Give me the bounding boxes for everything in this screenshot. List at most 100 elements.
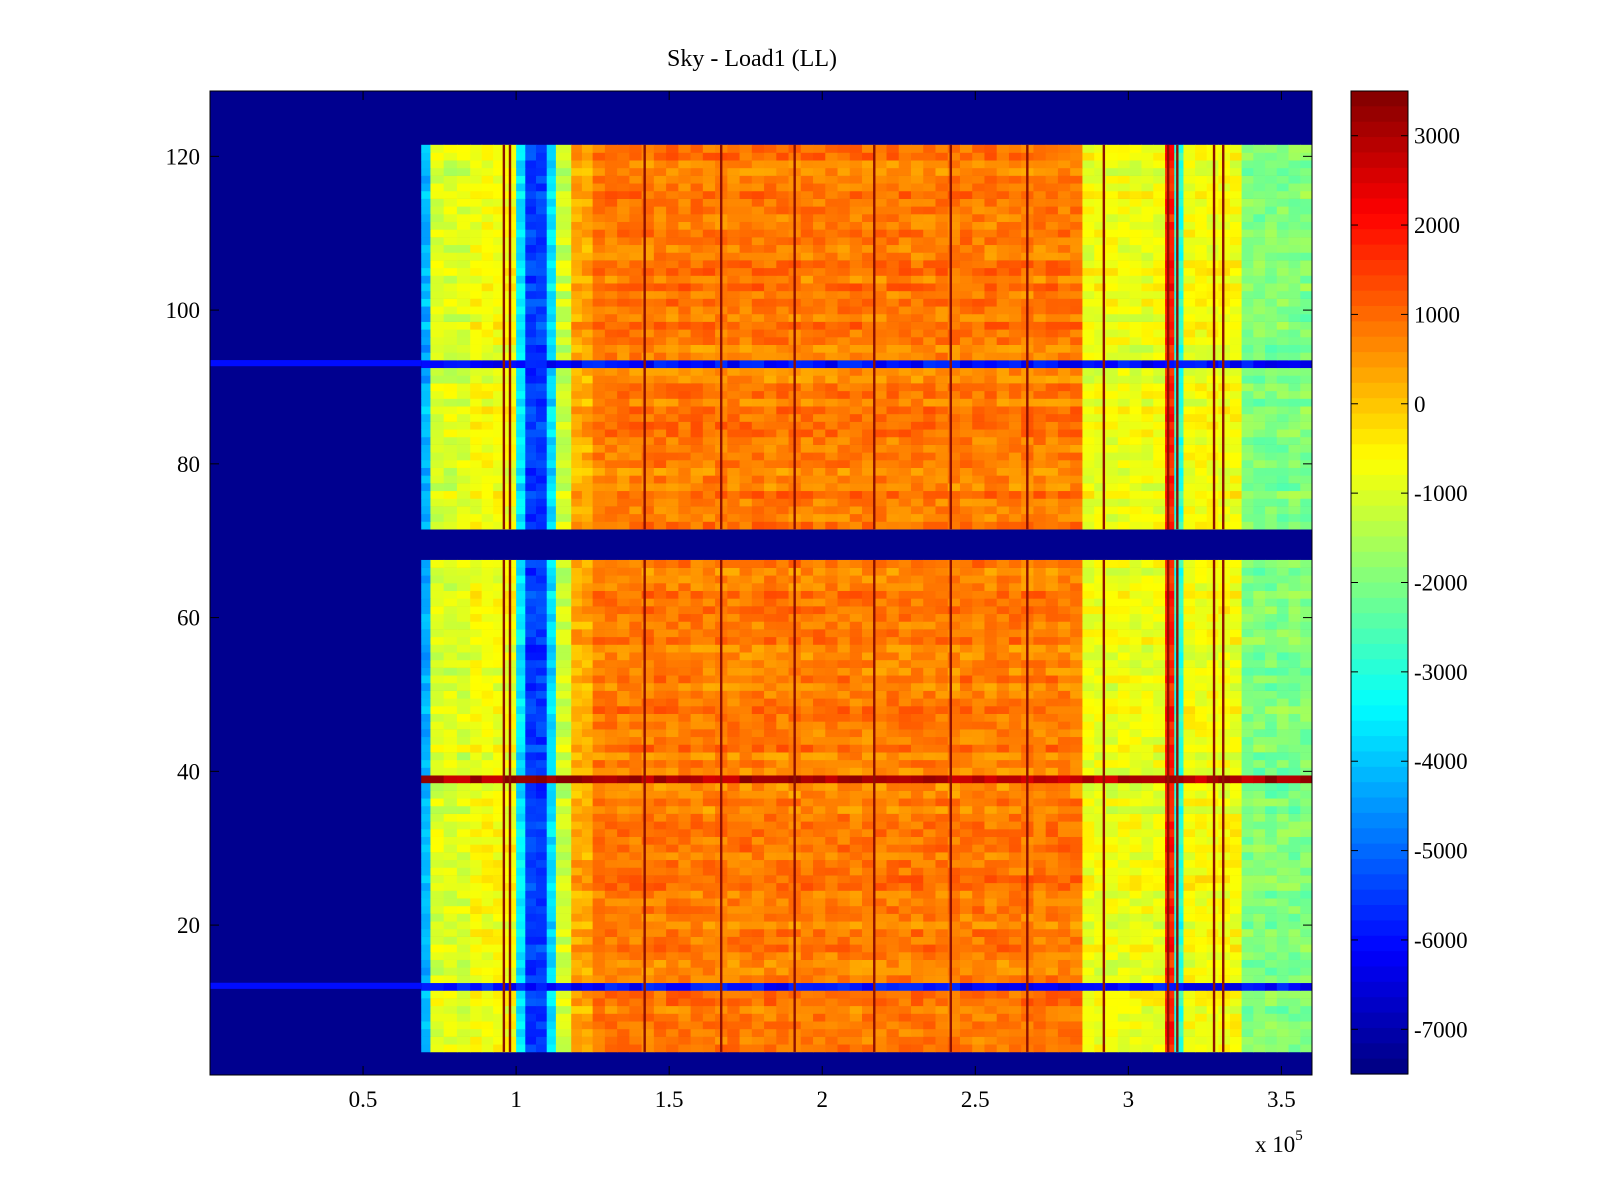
- heatmap-cell: [1218, 752, 1231, 761]
- heatmap-cell: [959, 782, 973, 791]
- heatmap-cell: [764, 736, 777, 745]
- heatmap-cell: [837, 675, 851, 684]
- heatmap-cell: [984, 921, 998, 930]
- heatmap-cell: [972, 967, 986, 976]
- heatmap-cell: [641, 921, 655, 930]
- heatmap-cell: [493, 621, 506, 630]
- heatmap-cell: [493, 813, 506, 822]
- heatmap-cell: [1218, 859, 1231, 868]
- heatmap-cell: [764, 990, 777, 999]
- heatmap-cell: [1206, 759, 1219, 768]
- heatmap-cell: [525, 982, 537, 991]
- heatmap-cell: [874, 967, 888, 976]
- heatmap-cell: [800, 567, 814, 576]
- heatmap-cell: [1057, 621, 1071, 630]
- heatmap-cell: [1141, 583, 1154, 591]
- heatmap-cell: [456, 821, 471, 830]
- heatmap-cell: [800, 813, 814, 822]
- heatmap-cell: [592, 813, 606, 822]
- heatmap-cell: [910, 990, 924, 999]
- heatmap-cell: [727, 782, 741, 791]
- heatmap-cell: [874, 990, 888, 999]
- heatmap-cell: [702, 606, 716, 615]
- heatmap-cell: [874, 905, 888, 914]
- heatmap-cell: [1276, 813, 1290, 822]
- heatmap-cell: [592, 513, 606, 522]
- heatmap-cell: [470, 1013, 483, 1022]
- heatmap-cell: [837, 982, 851, 991]
- heatmap-cell: [1057, 667, 1071, 676]
- heatmap-cell: [581, 959, 594, 968]
- heatmap-cell: [751, 875, 765, 884]
- heatmap-cell: [800, 752, 814, 761]
- heatmap-cell: [617, 813, 630, 822]
- heatmap-cell: [536, 913, 548, 922]
- heatmap-cell: [493, 975, 506, 984]
- heatmap-cell: [516, 606, 526, 615]
- heatmap-cell: [825, 652, 839, 661]
- heatmap-cell: [1033, 675, 1047, 684]
- heatmap-cell: [886, 1005, 900, 1014]
- heatmap-cell: [604, 629, 618, 638]
- heatmap-cell: [470, 836, 483, 845]
- heatmap-cell: [1141, 636, 1154, 645]
- heatmap-cell: [1276, 798, 1290, 807]
- heatmap-cell: [1094, 567, 1107, 576]
- heatmap-cell: [421, 1021, 431, 1030]
- heatmap-cell: [862, 713, 875, 722]
- heatmap-cell: [516, 1021, 526, 1030]
- heatmap-cell: [1288, 998, 1301, 1007]
- heatmap-cell: [443, 575, 458, 584]
- heatmap-cell: [764, 575, 777, 584]
- heatmap-cell: [536, 521, 548, 530]
- heatmap-cell: [641, 729, 655, 738]
- heatmap-cell: [1218, 644, 1231, 653]
- heatmap-cell: [923, 944, 937, 953]
- heatmap-cell: [996, 1028, 1010, 1037]
- heatmap-cell: [886, 990, 900, 999]
- heatmap-cell: [653, 598, 667, 607]
- heatmap-cell: [516, 975, 526, 984]
- heatmap-cell: [1141, 859, 1154, 868]
- heatmap-cell: [546, 998, 557, 1007]
- heatmap-cell: [1206, 844, 1219, 853]
- heatmap-cell: [1057, 952, 1071, 960]
- heatmap-cell: [1183, 598, 1196, 607]
- heatmap-cell: [1129, 713, 1143, 722]
- heatmap-cell: [666, 559, 679, 568]
- heatmap-cell: [1008, 867, 1022, 876]
- heatmap-cell: [1117, 621, 1131, 630]
- heatmap-cell: [837, 782, 851, 791]
- heatmap-cell: [536, 967, 548, 976]
- heatmap-cell: [739, 682, 753, 691]
- heatmap-cell: [430, 805, 445, 814]
- heatmap-cell: [604, 898, 618, 907]
- heatmap-cell: [481, 506, 494, 515]
- heatmap-cell: [1082, 1044, 1095, 1053]
- heatmap-cell: [1129, 752, 1143, 761]
- heatmap-cell: [739, 967, 753, 976]
- heatmap-cell: [1106, 629, 1119, 638]
- heatmap-cell: [874, 1013, 888, 1022]
- heatmap-cell: [546, 905, 557, 914]
- heatmap-cell: [874, 921, 888, 930]
- heatmap-cell: [1288, 729, 1301, 738]
- heatmap-cell: [1008, 752, 1022, 761]
- heatmap-cell: [1008, 629, 1022, 638]
- heatmap-cell: [1253, 852, 1266, 861]
- heatmap-cell: [1045, 821, 1059, 830]
- heatmap-cell: [1045, 759, 1059, 768]
- heatmap-cell: [1082, 721, 1095, 730]
- heatmap-cell: [1045, 775, 1059, 784]
- heatmap-cell: [1288, 844, 1301, 853]
- heatmap-cell: [776, 882, 790, 891]
- heatmap-cell: [776, 982, 790, 991]
- heatmap-cell: [493, 959, 506, 968]
- heatmap-cell: [1265, 975, 1278, 984]
- heatmap-cell: [874, 959, 888, 968]
- heatmap-cell: [430, 767, 445, 776]
- heatmap-cell: [1008, 775, 1022, 784]
- heatmap-cell: [1288, 944, 1301, 953]
- heatmap-cell: [935, 752, 949, 761]
- heatmap-cell: [959, 759, 973, 768]
